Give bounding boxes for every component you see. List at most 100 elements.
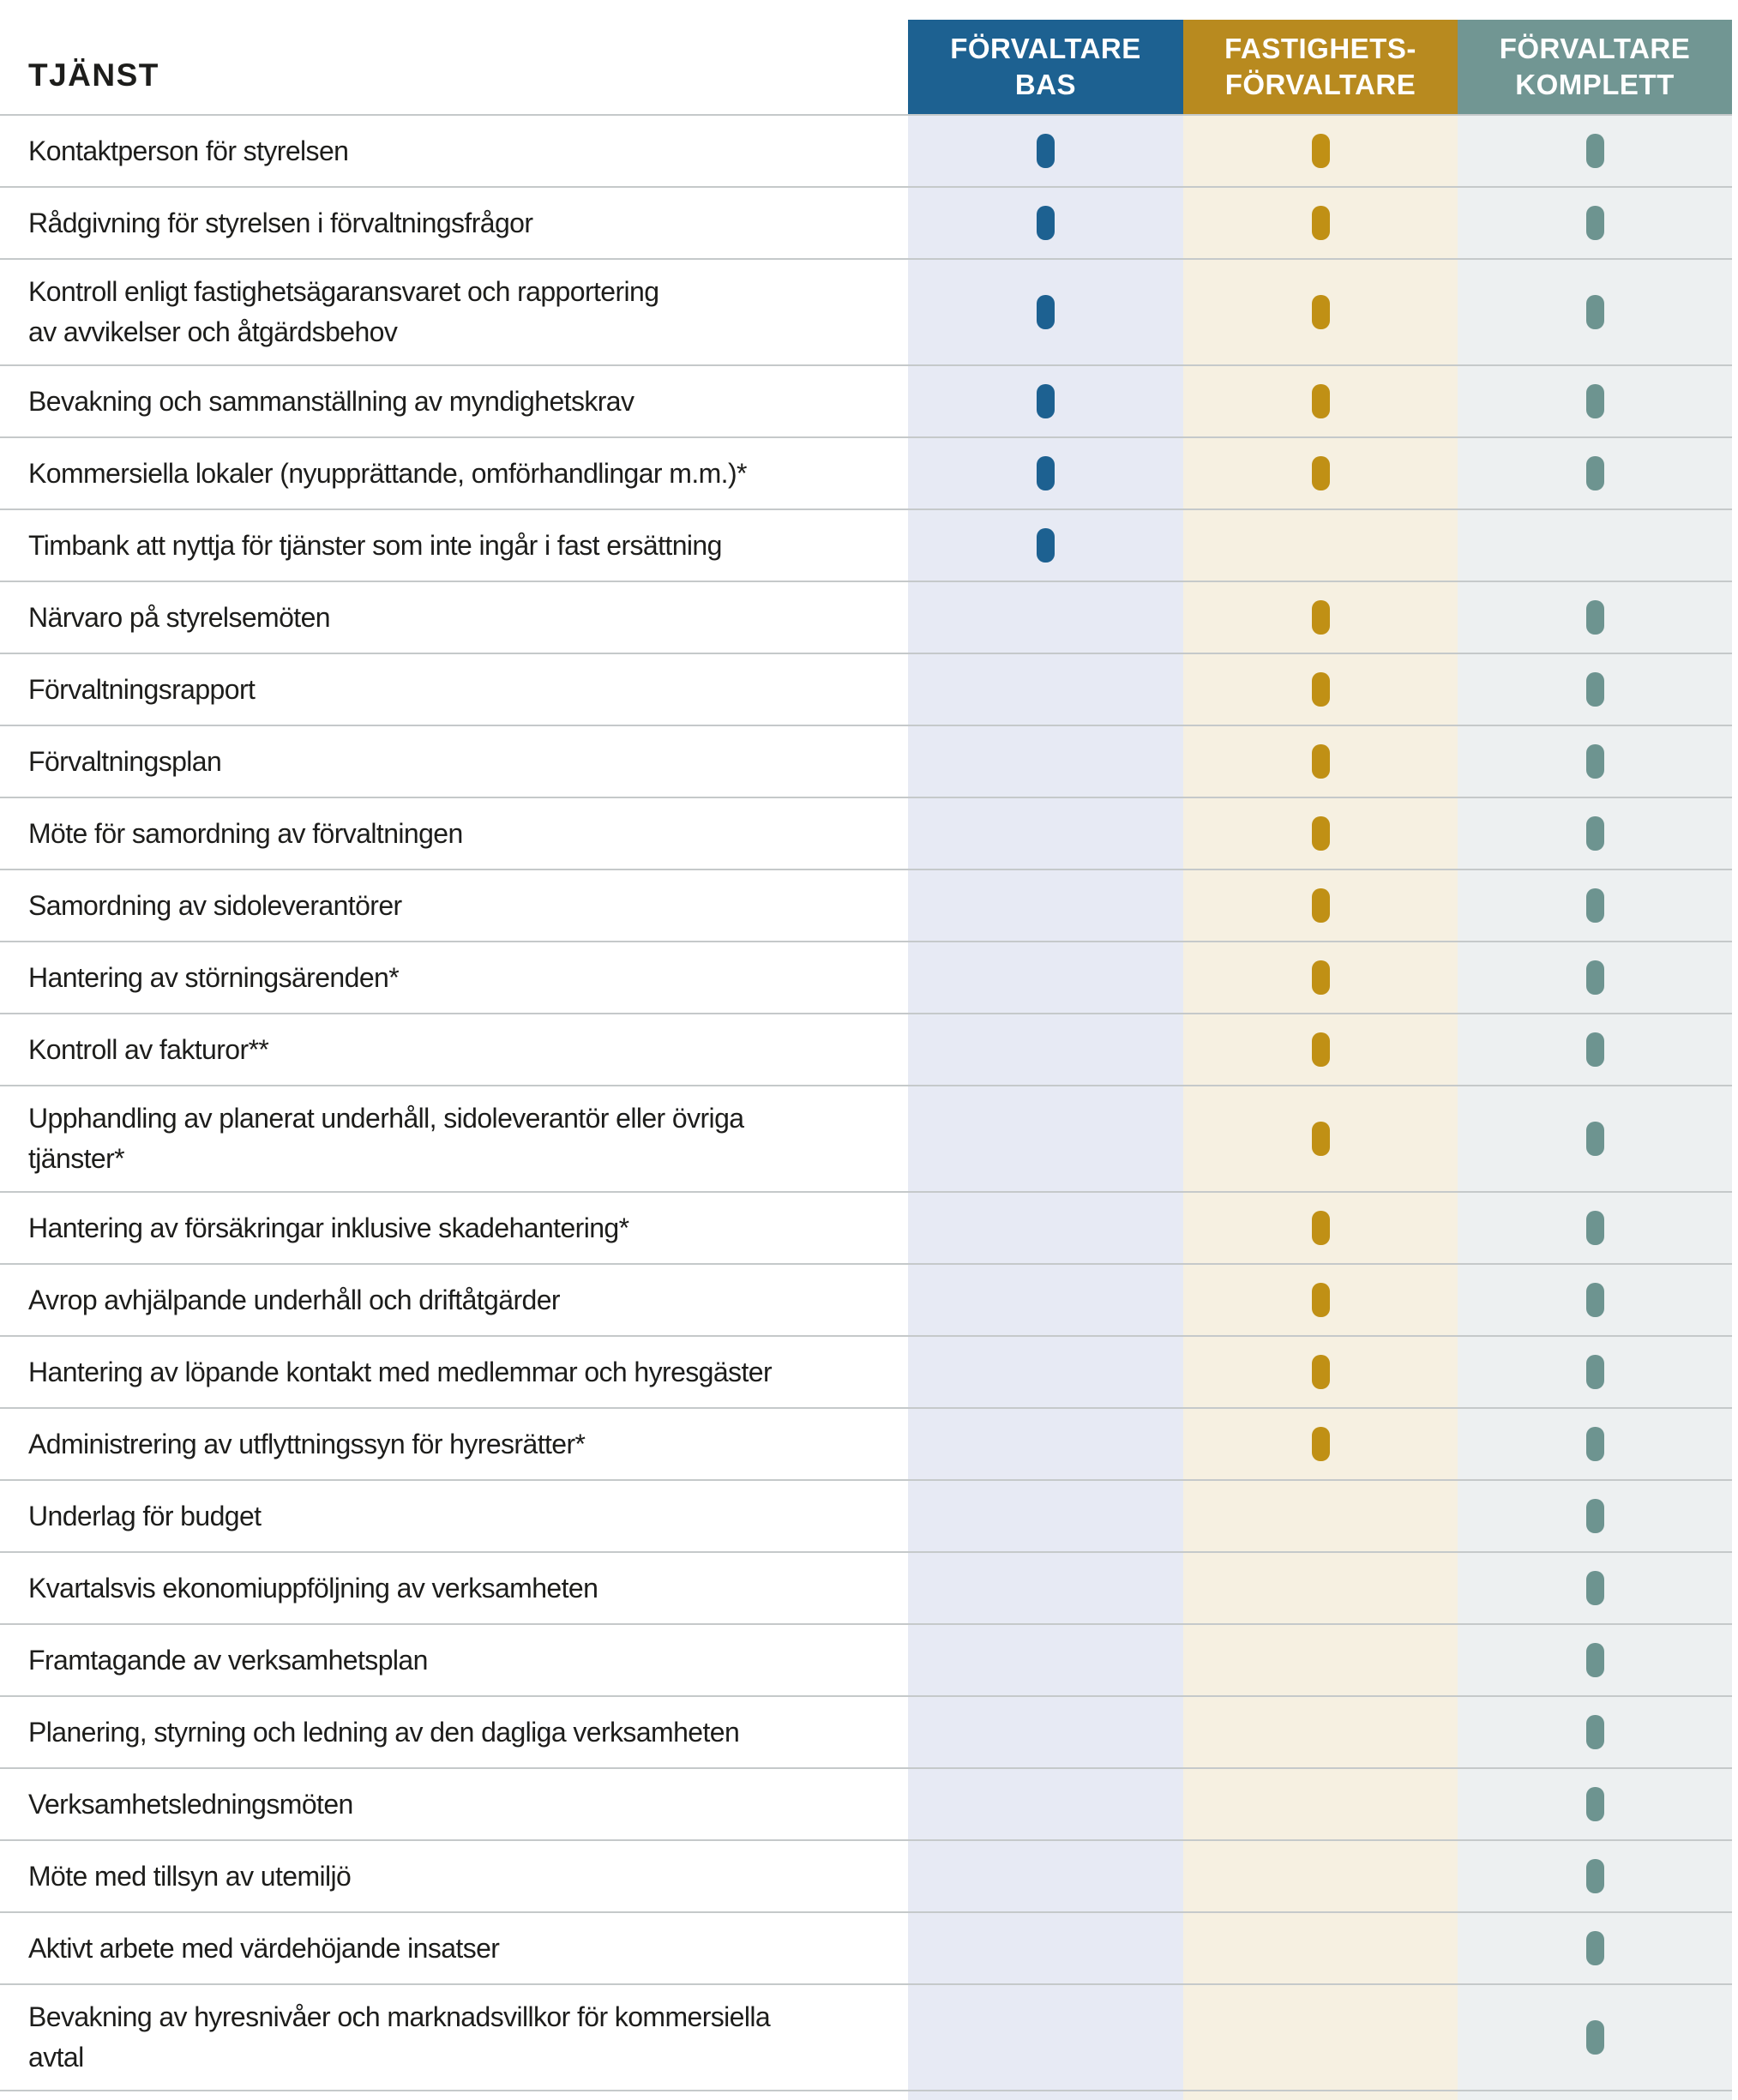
included-dot	[1037, 134, 1055, 168]
included-dot	[1037, 528, 1055, 563]
service-column-header-label: TJÄNST	[28, 57, 159, 93]
plan-cell-forvaltare-bas	[908, 1911, 1183, 1983]
plan-header-forvaltare-komplett: FÖRVALTARE KOMPLETT	[1458, 20, 1732, 114]
plan-cell-forvaltare-komplett	[1458, 114, 1732, 186]
service-name: Kommersiella lokaler (nyupprättande, omf…	[0, 436, 908, 508]
service-name: Möte för samordning av förvaltningen	[0, 797, 908, 869]
service-name: Avrop avhjälpande underhåll och driftåtg…	[0, 1263, 908, 1335]
plan-cell-forvaltare-komplett	[1458, 1911, 1732, 1983]
included-dot	[1311, 295, 1330, 329]
plan-cell-forvaltare-bas	[908, 941, 1183, 1013]
service-name: Hantering av löpande kontakt med medlemm…	[0, 1335, 908, 1407]
service-name: Planering, styrning och ledning av den d…	[0, 1695, 908, 1767]
included-dot	[1585, 888, 1604, 923]
included-dot	[1585, 1571, 1604, 1605]
plan-cell-fastighetsforvaltare	[1183, 653, 1458, 725]
included-dot	[1311, 672, 1330, 707]
included-dot	[1037, 384, 1055, 418]
plan-cell-forvaltare-bas	[908, 1335, 1183, 1407]
plan-cell-fastighetsforvaltare	[1183, 1767, 1458, 1839]
included-dot	[1311, 816, 1330, 851]
service-name: Bevakning och sammanställning av myndigh…	[0, 364, 908, 436]
included-dot	[1585, 960, 1604, 995]
included-dot	[1585, 816, 1604, 851]
plan-cell-fastighetsforvaltare	[1183, 508, 1458, 581]
service-name: Underlag för budget	[0, 1479, 908, 1551]
included-dot	[1585, 672, 1604, 707]
plan-cell-forvaltare-komplett	[1458, 1983, 1732, 2090]
cutoff-plan-cell	[1183, 2090, 1458, 2100]
included-dot	[1585, 1859, 1604, 1893]
plan-cell-fastighetsforvaltare	[1183, 941, 1458, 1013]
included-dot	[1585, 1787, 1604, 1821]
included-dot	[1311, 384, 1330, 418]
included-dot	[1585, 1715, 1604, 1749]
plan-cell-forvaltare-bas	[908, 436, 1183, 508]
plan-cell-forvaltare-komplett	[1458, 436, 1732, 508]
plan-cell-fastighetsforvaltare	[1183, 1407, 1458, 1479]
service-name: Kontaktperson för styrelsen	[0, 114, 908, 186]
plan-cell-forvaltare-bas	[908, 653, 1183, 725]
plan-header-forvaltare-bas: FÖRVALTARE BAS	[908, 20, 1183, 114]
included-dot	[1585, 1643, 1604, 1677]
plan-cell-forvaltare-bas	[908, 1191, 1183, 1263]
service-name: Kontroll enligt fastighetsägaransvaret o…	[0, 258, 908, 364]
service-name: Närvaro på styrelsemöten	[0, 581, 908, 653]
plan-cell-fastighetsforvaltare	[1183, 364, 1458, 436]
plan-cell-forvaltare-bas	[908, 1695, 1183, 1767]
plan-cell-fastighetsforvaltare	[1183, 869, 1458, 941]
plan-cell-fastighetsforvaltare	[1183, 581, 1458, 653]
included-dot	[1585, 1032, 1604, 1067]
included-dot	[1311, 888, 1330, 923]
included-dot	[1311, 456, 1330, 490]
cutoff-plan-cell	[908, 2090, 1183, 2100]
plan-cell-fastighetsforvaltare	[1183, 1551, 1458, 1623]
service-column-header: TJÄNST	[0, 0, 908, 114]
service-name: Bevakning av hyresnivåer och marknadsvil…	[0, 1983, 908, 2090]
plan-cell-fastighetsforvaltare	[1183, 1983, 1458, 2090]
plan-cell-forvaltare-bas	[908, 258, 1183, 364]
service-name: Upphandling av planerat underhåll, sidol…	[0, 1085, 908, 1191]
included-dot	[1311, 960, 1330, 995]
service-name: Aktivt arbete med värdehöjande insatser	[0, 1911, 908, 1983]
service-name: Förvaltningsplan	[0, 725, 908, 797]
service-name: Förvaltningsrapport	[0, 653, 908, 725]
included-dot	[1585, 1355, 1604, 1389]
included-dot	[1585, 456, 1604, 490]
included-dot	[1585, 744, 1604, 779]
plan-cell-forvaltare-bas	[908, 581, 1183, 653]
included-dot	[1037, 456, 1055, 490]
plan-cell-fastighetsforvaltare	[1183, 1911, 1458, 1983]
service-name: Samordning av sidoleverantörer	[0, 869, 908, 941]
included-dot	[1585, 1427, 1604, 1461]
plan-cell-forvaltare-komplett	[1458, 941, 1732, 1013]
plan-cell-forvaltare-komplett	[1458, 258, 1732, 364]
plan-cell-forvaltare-komplett	[1458, 1263, 1732, 1335]
included-dot	[1585, 1499, 1604, 1533]
plan-cell-fastighetsforvaltare	[1183, 114, 1458, 186]
plan-cell-forvaltare-komplett	[1458, 581, 1732, 653]
plan-cell-forvaltare-bas	[908, 1407, 1183, 1479]
included-dot	[1311, 744, 1330, 779]
plan-cell-forvaltare-bas	[908, 508, 1183, 581]
plan-cell-forvaltare-komplett	[1458, 1839, 1732, 1911]
plan-cell-forvaltare-bas	[908, 725, 1183, 797]
plan-cell-forvaltare-bas	[908, 797, 1183, 869]
plan-cell-forvaltare-bas	[908, 1551, 1183, 1623]
service-name: Hantering av störningsärenden*	[0, 941, 908, 1013]
plan-cell-forvaltare-bas	[908, 1013, 1183, 1085]
plan-cell-forvaltare-komplett	[1458, 1191, 1732, 1263]
plan-cell-forvaltare-bas	[908, 186, 1183, 258]
plan-cell-forvaltare-bas	[908, 1623, 1183, 1695]
plan-cell-forvaltare-komplett	[1458, 653, 1732, 725]
service-name: Rådgivning för styrelsen i förvaltningsf…	[0, 186, 908, 258]
included-dot	[1585, 600, 1604, 635]
plan-cell-forvaltare-bas	[908, 869, 1183, 941]
included-dot	[1037, 206, 1055, 240]
plan-cell-fastighetsforvaltare	[1183, 436, 1458, 508]
plan-cell-fastighetsforvaltare	[1183, 258, 1458, 364]
plan-cell-fastighetsforvaltare	[1183, 1085, 1458, 1191]
plan-cell-forvaltare-bas	[908, 1263, 1183, 1335]
plan-cell-fastighetsforvaltare	[1183, 1013, 1458, 1085]
